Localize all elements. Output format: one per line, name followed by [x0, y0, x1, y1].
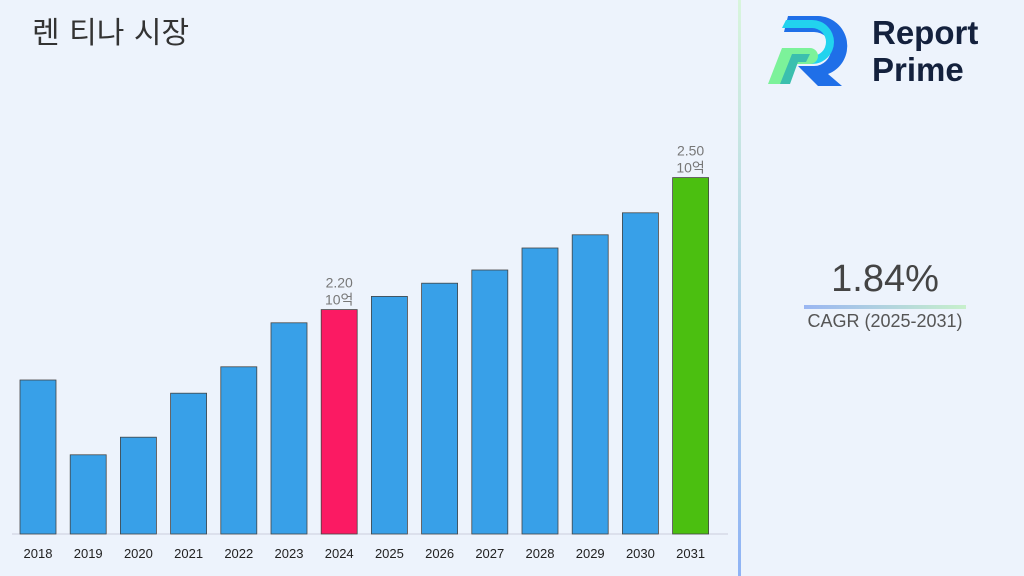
- x-tick-label: 2031: [676, 546, 705, 561]
- logo-text-line2: Prime: [872, 51, 964, 88]
- logo-text-line1: Report: [872, 14, 979, 51]
- cagr-underline: [804, 305, 966, 309]
- cagr-panel: 1.84% CAGR (2025-2031): [800, 258, 970, 332]
- bar-2024: [320, 309, 358, 535]
- x-tick-label: 2030: [626, 546, 655, 561]
- x-tick-label: 2025: [375, 546, 404, 561]
- bar-2026: [421, 282, 459, 535]
- bar-2018: [19, 379, 57, 535]
- x-tick-label: 2027: [475, 546, 504, 561]
- cagr-value: 1.84%: [831, 258, 939, 300]
- chart-title: 렌 티나 시장: [32, 16, 190, 51]
- bar-2028: [521, 247, 559, 535]
- data-label-unit: 10억: [325, 292, 353, 308]
- x-tick-label: 2019: [74, 546, 103, 561]
- bar-2030: [622, 212, 659, 535]
- x-tick-label: 2028: [526, 546, 555, 561]
- x-tick-label: 2022: [224, 546, 253, 561]
- data-label-value: 2.50: [677, 143, 704, 159]
- bar-2029: [571, 234, 609, 535]
- x-tick-label: 2018: [24, 546, 53, 561]
- data-label-unit: 10억: [676, 160, 704, 176]
- x-tick-label: 2024: [325, 546, 354, 561]
- x-tick-label: 2023: [275, 546, 304, 561]
- x-tick-label: 2026: [425, 546, 454, 561]
- bar-2023: [270, 322, 308, 535]
- bar-2027: [471, 269, 509, 535]
- bar-2019: [69, 454, 107, 535]
- x-tick-label: 2029: [576, 546, 605, 561]
- cagr-label: CAGR (2025-2031): [807, 311, 963, 331]
- logo-mark-icon: [768, 16, 848, 86]
- bar-2020: [120, 436, 157, 535]
- bar-2025: [370, 295, 408, 535]
- report-prime-logo: Report Prime: [768, 14, 1008, 88]
- divider: [738, 0, 741, 576]
- bar-2021: [170, 392, 208, 535]
- x-tick-label: 2021: [174, 546, 203, 561]
- x-tick-label: 2020: [124, 546, 153, 561]
- bar-2031: [672, 177, 709, 535]
- data-label-value: 2.20: [326, 275, 353, 291]
- bar-2022: [220, 366, 258, 535]
